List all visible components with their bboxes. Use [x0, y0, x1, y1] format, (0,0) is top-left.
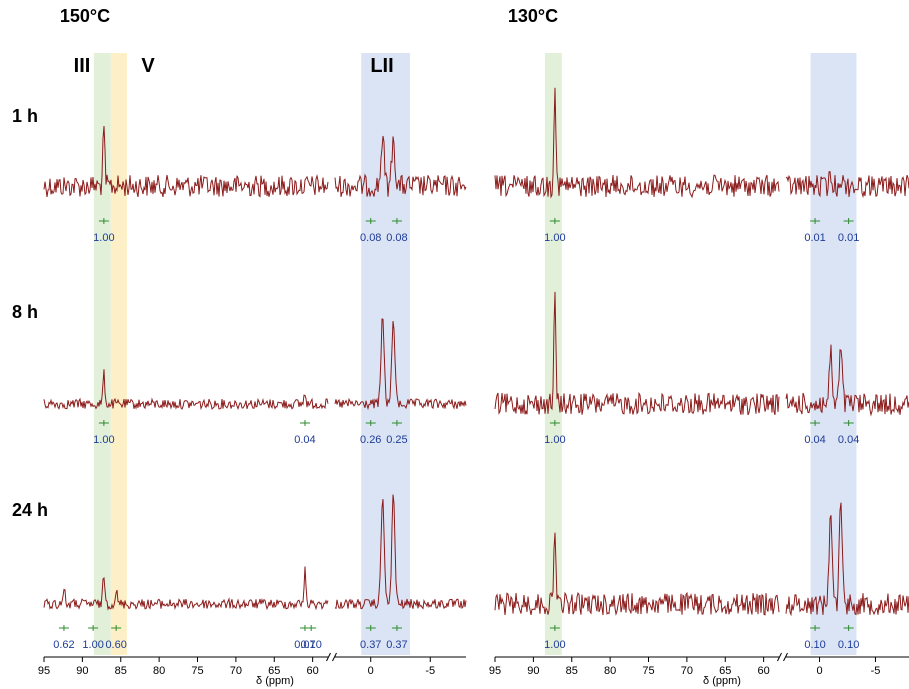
- integral-value: 0.60: [105, 639, 126, 651]
- spectrum-trace-p130-2-b: [785, 502, 909, 617]
- integral-value: 0.10: [838, 639, 859, 651]
- band-III-150: [93, 53, 111, 655]
- spectrum-trace-p150-1-a: [43, 369, 329, 411]
- integral-value: 0.10: [804, 639, 825, 651]
- integral-bracket: [391, 420, 402, 426]
- integral-bracket: [58, 625, 69, 631]
- x-axis-tick-label: 85: [566, 665, 578, 677]
- integral-bracket: [810, 218, 821, 224]
- integral-bracket: [549, 420, 560, 426]
- region-label-V: V: [141, 55, 155, 77]
- x-axis-tick-label: 85: [115, 665, 127, 677]
- integral-value: 0.08: [360, 232, 381, 244]
- band-LII-150: [361, 53, 411, 655]
- integral-bracket: [306, 625, 317, 631]
- spectrum-trace-p150-1-b: [334, 318, 467, 411]
- integral-value: 1.00: [544, 639, 565, 651]
- integral-value: 0.07: [294, 639, 315, 651]
- region-label-III: III: [74, 55, 91, 77]
- x-axis-tick-label: 90: [527, 665, 539, 677]
- integral-value: 0.01: [838, 232, 859, 244]
- x-axis-tick-label: -5: [425, 665, 435, 677]
- spectrum-trace-p150-0-a: [43, 125, 329, 198]
- integral-bracket: [843, 218, 854, 224]
- integral-value: 0.26: [360, 434, 381, 446]
- row-time-label: 24 h: [12, 500, 48, 520]
- spectrum-trace-p150-0-b: [334, 135, 467, 197]
- spectrum-trace-p130-0-b: [785, 170, 909, 199]
- x-axis-label: δ (ppm): [256, 675, 294, 687]
- integral-bracket: [549, 625, 560, 631]
- integral-value: 0.04: [804, 434, 825, 446]
- integral-bracket: [549, 218, 560, 224]
- x-axis-tick-label: 75: [191, 665, 203, 677]
- integral-bracket: [111, 625, 122, 631]
- integral-value: 1.00: [544, 232, 565, 244]
- x-axis-tick-label: 75: [642, 665, 654, 677]
- spectrum-trace-p130-0-a: [494, 87, 780, 199]
- axis-break-mark: [777, 652, 788, 662]
- spectrum-trace-p130-1-a: [494, 291, 780, 416]
- integral-value: 0.04: [838, 434, 859, 446]
- integral-bracket: [299, 420, 310, 426]
- integral-bracket: [98, 218, 109, 224]
- integral-bracket: [810, 625, 821, 631]
- integral-value: 1.00: [544, 434, 565, 446]
- band-V-150: [110, 53, 127, 655]
- integral-value: 0.10: [300, 639, 321, 651]
- axis-break-mark: [326, 652, 337, 662]
- x-axis-tick-label: 60: [758, 665, 770, 677]
- integral-value: 0.37: [360, 639, 381, 651]
- panel-title-p130: 130°C: [508, 6, 558, 26]
- row-time-label: 1 h: [12, 106, 38, 126]
- integral-bracket: [88, 625, 99, 631]
- integral-value: 0.62: [53, 639, 74, 651]
- x-axis-tick-label: 90: [76, 665, 88, 677]
- x-axis-tick-label: -5: [871, 665, 881, 677]
- x-axis-tick-label: 65: [719, 665, 731, 677]
- spectrum-trace-p150-2-a: [43, 566, 329, 611]
- x-axis-tick-label: 95: [38, 665, 50, 677]
- integral-value: 1.00: [93, 434, 114, 446]
- integral-value: 1.00: [82, 639, 103, 651]
- integral-value: 0.08: [386, 232, 407, 244]
- row-time-label: 8 h: [12, 302, 38, 322]
- x-axis-tick-label: 80: [153, 665, 165, 677]
- x-axis-tick-label: 95: [489, 665, 501, 677]
- integral-value: 0.01: [804, 232, 825, 244]
- x-axis-tick-label: 0: [816, 665, 822, 677]
- integral-bracket: [843, 625, 854, 631]
- spectrum-trace-p130-1-b: [785, 344, 909, 417]
- integral-bracket: [365, 420, 376, 426]
- integral-bracket: [843, 420, 854, 426]
- integral-value: 0.04: [294, 434, 315, 446]
- band-LII-130: [810, 53, 857, 655]
- panel-title-p150: 150°C: [60, 6, 110, 26]
- integral-bracket: [365, 218, 376, 224]
- integral-bracket: [391, 218, 402, 224]
- x-axis-tick-label: 70: [230, 665, 242, 677]
- integral-bracket: [98, 420, 109, 426]
- x-axis-tick-label: 60: [307, 665, 319, 677]
- integral-bracket: [810, 420, 821, 426]
- integral-bracket: [365, 625, 376, 631]
- integral-bracket: [391, 625, 402, 631]
- x-axis-tick-label: 80: [604, 665, 616, 677]
- region-label-LII: LII: [370, 55, 393, 77]
- spectrum-trace-p130-2-a: [494, 532, 780, 616]
- integral-value: 0.25: [386, 434, 407, 446]
- spectrum-trace-p150-2-b: [334, 494, 467, 610]
- x-axis-tick-label: 65: [268, 665, 280, 677]
- x-axis-tick-label: 70: [681, 665, 693, 677]
- integral-value: 1.00: [93, 232, 114, 244]
- integral-value: 0.37: [386, 639, 407, 651]
- x-axis-tick-label: 0: [368, 665, 374, 677]
- x-axis-label: δ (ppm): [703, 675, 741, 687]
